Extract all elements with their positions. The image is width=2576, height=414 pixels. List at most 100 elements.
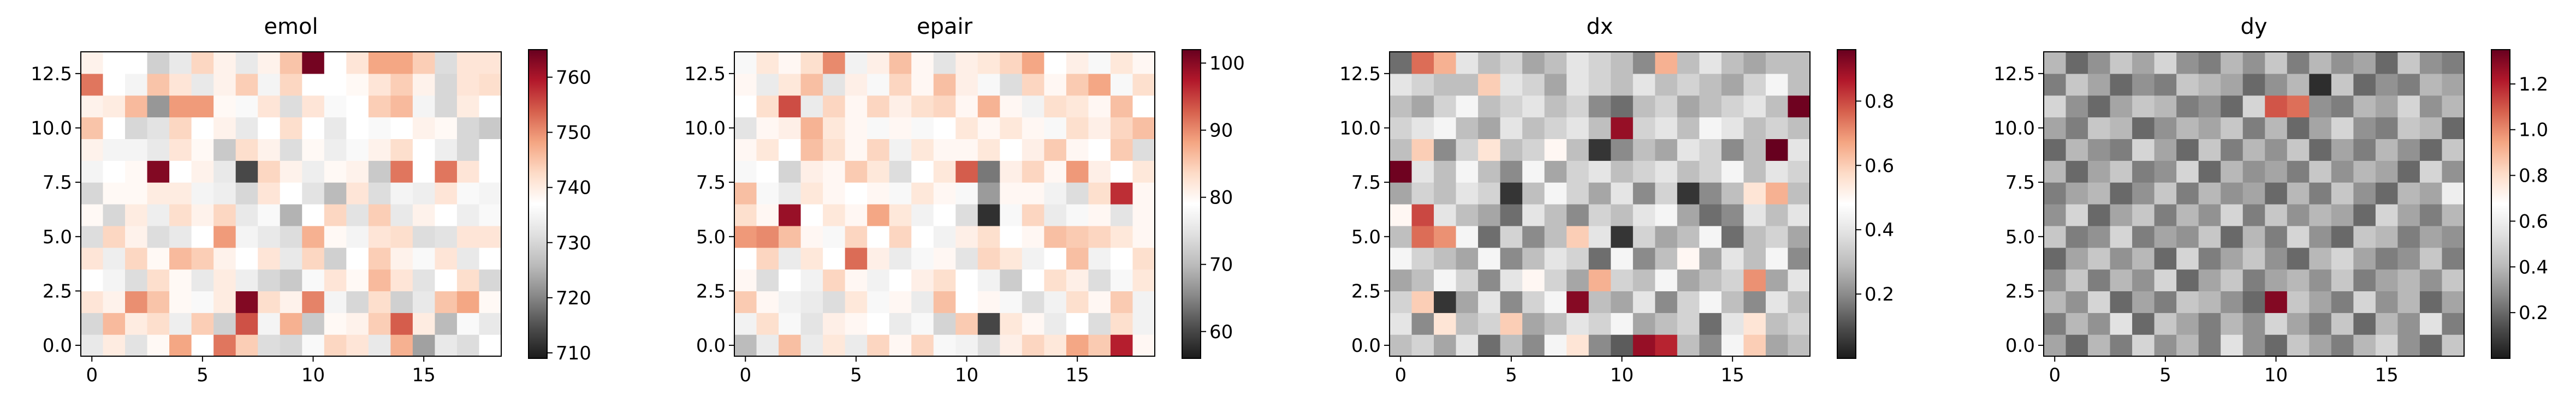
heatmap-cell (1434, 225, 1457, 248)
heatmap-cell (390, 334, 413, 357)
heatmap-cell (456, 247, 480, 270)
heatmap-cell (2353, 313, 2376, 335)
heatmap-cell (823, 247, 846, 270)
panel-title: dy (2240, 14, 2267, 39)
heatmap-cell (1677, 291, 1700, 313)
heatmap-cell (2044, 95, 2067, 118)
heatmap-cell (1132, 269, 1155, 292)
heatmap-cell (2265, 269, 2288, 292)
heatmap-cell (1110, 225, 1133, 248)
heatmap-cell (1434, 117, 1457, 140)
heatmap-cell (346, 313, 369, 335)
heatmap-cell (2132, 182, 2155, 205)
heatmap-cell (1611, 95, 1634, 118)
heatmap-cell (756, 334, 779, 357)
heatmap-cell (1765, 225, 1789, 248)
heatmap-cell (2331, 117, 2354, 140)
heatmap-cell (1456, 117, 1479, 140)
heatmap-cell (235, 269, 258, 292)
heatmap-cell (867, 334, 890, 357)
heatmap-cell (1743, 52, 1766, 74)
heatmap-cell (258, 269, 281, 292)
heatmap-cell (258, 139, 281, 161)
heatmap-cell (1022, 52, 1044, 74)
heatmap-cell (1588, 160, 1611, 183)
heatmap-panel-emol: emol 0 5 10 15 0.0 2.5 5.0 7.5 10.0 12.5 710 720 730 7… (31, 14, 591, 386)
heatmap-cell (2242, 73, 2265, 96)
heatmap-cell (1132, 52, 1155, 74)
heatmap-cell (2353, 182, 2376, 205)
x-tick-label: 5 (197, 364, 209, 386)
heatmap-cell (800, 182, 823, 205)
heatmap-cell (2309, 182, 2332, 205)
heatmap-cell (911, 225, 934, 248)
heatmap-cell (823, 269, 846, 292)
heatmap-cell (479, 204, 502, 226)
heatmap-cell (1566, 269, 1589, 292)
heatmap-cell (1456, 52, 1479, 74)
heatmap-cell (1022, 182, 1044, 205)
heatmap-cell (1544, 95, 1567, 118)
heatmap-cell (1588, 117, 1611, 140)
heatmap-cell (2397, 95, 2420, 118)
heatmap-cell (2331, 313, 2354, 335)
heatmap-cell (2287, 139, 2310, 161)
heatmap-cell (1566, 334, 1589, 357)
heatmap-cell (955, 182, 978, 205)
heatmap-cell (1132, 247, 1155, 270)
heatmap-cell (302, 204, 325, 226)
heatmap-cell (1677, 225, 1700, 248)
heatmap-cell (2331, 160, 2354, 183)
heatmap-cell (1478, 247, 1501, 270)
heatmap-cell (103, 247, 126, 270)
heatmap-cell (213, 182, 236, 205)
heatmap-cell (1044, 139, 1067, 161)
heatmap-cell (169, 182, 192, 205)
heatmap-cell (1699, 52, 1722, 74)
heatmap-cell (390, 204, 413, 226)
heatmap-cell (1588, 95, 1611, 118)
heatmap-cell (1721, 95, 1744, 118)
heatmap-cell (213, 247, 236, 270)
colorbar-tick-label: 0.6 (2519, 211, 2548, 232)
heatmap-cell (779, 225, 802, 248)
heatmap-cell (1743, 269, 1766, 292)
colorbar-tick-label: 760 (556, 67, 591, 89)
heatmap-cell (324, 313, 347, 335)
panel-title: dx (1586, 14, 1613, 39)
heatmap-cell (2419, 182, 2443, 205)
heatmap-cell (1677, 204, 1700, 226)
heatmap-cell (456, 139, 480, 161)
heatmap-cell (977, 291, 1000, 313)
heatmap-cell (2221, 334, 2243, 357)
heatmap-cell (1633, 52, 1655, 74)
heatmap-cell (103, 204, 126, 226)
heatmap-cell (81, 160, 104, 183)
heatmap-cell (479, 291, 502, 313)
heatmap-cell (2154, 334, 2177, 357)
heatmap-panel-dy: dy 0 5 10 15 0.0 2.5 5.0 7.5 10.0 12.5 0.2 0.4 0.6 0.8… (1993, 14, 2548, 386)
heatmap-cell (2198, 182, 2221, 205)
heatmap-cell (1544, 73, 1567, 96)
heatmap-cell (1434, 269, 1457, 292)
heatmap-cell (734, 182, 757, 205)
colorbar-tick-label: 70 (1209, 254, 1233, 276)
heatmap-cell (169, 225, 192, 248)
heatmap-cell (911, 313, 934, 335)
heatmap-cell (1633, 247, 1655, 270)
heatmap-cell (1088, 247, 1111, 270)
heatmap-cell (258, 160, 281, 183)
heatmap-cell (258, 182, 281, 205)
heatmap-cell (867, 182, 890, 205)
heatmap-cell (235, 247, 258, 270)
heatmap-cell (2265, 95, 2288, 118)
heatmap-cell (2309, 73, 2332, 96)
heatmap-cell (2309, 204, 2332, 226)
heatmap-cell (2375, 139, 2399, 161)
y-tick-label: 2.5 (1351, 280, 1381, 302)
heatmap-cell (1566, 160, 1589, 183)
heatmap-cell (2331, 182, 2354, 205)
heatmap-cell (2176, 291, 2199, 313)
heatmap-cell (1544, 313, 1567, 335)
heatmap-cell (1611, 160, 1634, 183)
